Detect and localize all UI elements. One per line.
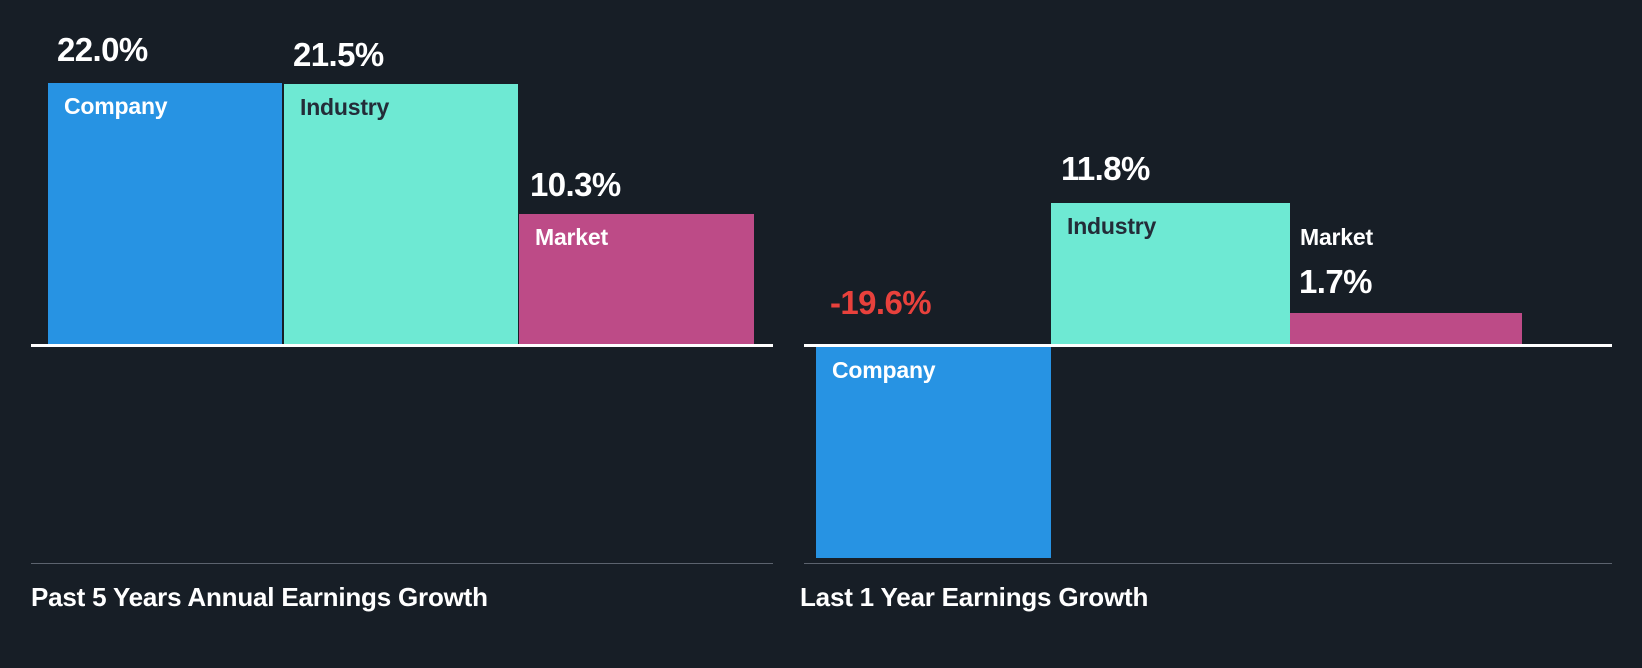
bar-market-left[interactable]: Market [519, 214, 754, 345]
bar-series-label-market-left: Market [535, 224, 608, 250]
chart-caption-left: Past 5 Years Annual Earnings Growth [31, 582, 488, 612]
bar-market-right[interactable] [1290, 313, 1522, 345]
value-label-market-right: 1.7% [1299, 263, 1372, 300]
value-label-market-left: 10.3% [530, 166, 621, 203]
bar-series-label-company-right: Company [832, 357, 936, 383]
bar-industry-right[interactable]: Industry [1051, 203, 1290, 345]
panel-last-1-year: -19.6% Company 11.8% Industry Market 1.7… [800, 0, 1642, 668]
value-label-industry-left: 21.5% [293, 36, 384, 73]
bar-series-label-industry-right: Industry [1067, 213, 1157, 239]
value-label-industry-right: 11.8% [1061, 150, 1150, 187]
bar-series-label-company-left: Company [64, 93, 168, 119]
zero-axis-line-right [804, 344, 1612, 347]
bar-company-right[interactable]: Company [816, 347, 1051, 558]
footer-divider-left [31, 563, 773, 564]
panel-past-5-years: 22.0% Company 21.5% Industry 10.3% Marke… [0, 0, 806, 668]
bar-company-left[interactable]: Company [48, 83, 282, 345]
value-label-company-right: -19.6% [830, 284, 932, 321]
bar-series-label-market-right: Market [1300, 224, 1373, 250]
bar-series-label-industry-left: Industry [300, 94, 390, 120]
bar-industry-left[interactable]: Industry [284, 84, 518, 345]
plot-area-left: 22.0% Company 21.5% Industry 10.3% Marke… [0, 0, 806, 560]
plot-area-right: -19.6% Company 11.8% Industry Market 1.7… [804, 0, 1642, 560]
zero-axis-line-left [31, 344, 773, 347]
footer-divider-right [804, 563, 1612, 564]
value-label-company-left: 22.0% [57, 31, 148, 68]
chart-caption-right: Last 1 Year Earnings Growth [800, 582, 1149, 612]
